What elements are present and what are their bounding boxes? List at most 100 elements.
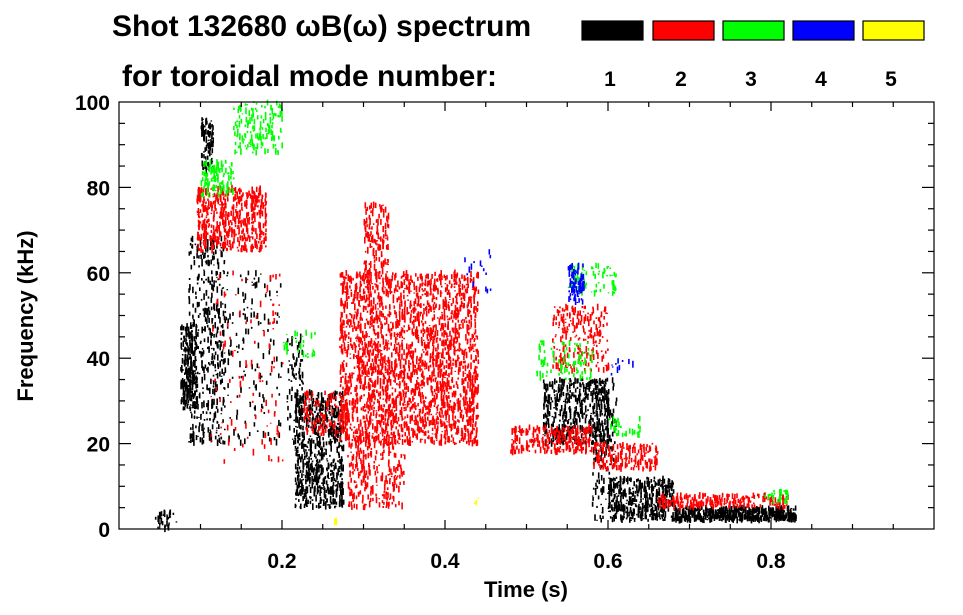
spectrum-point [311, 421, 313, 424]
spectrum-point [193, 415, 196, 419]
spectrum-point [187, 376, 190, 382]
spectrum-point [615, 397, 618, 402]
spectrum-point [313, 475, 316, 482]
spectrum-point [633, 481, 635, 487]
spectrum-point [198, 301, 200, 307]
spectrum-point [583, 433, 586, 435]
spectrum-point [332, 481, 335, 486]
spectrum-point [632, 487, 634, 490]
spectrum-point [640, 498, 642, 500]
spectrum-point [652, 486, 654, 492]
spectrum-point [663, 478, 666, 484]
spectrum-point [316, 454, 319, 456]
spectrum-point [315, 468, 317, 471]
spectrum-point [295, 404, 297, 411]
spectrum-point [208, 418, 211, 420]
spectrum-point [426, 336, 429, 340]
spectrum-point [299, 333, 302, 341]
spectrum-point [599, 377, 601, 385]
spectrum-point [589, 422, 592, 426]
spectrum-point [420, 382, 423, 386]
spectrum-point [424, 430, 427, 436]
spectrum-point [766, 515, 769, 520]
spectrum-point [461, 319, 464, 321]
spectrum-point [318, 440, 320, 448]
spectrum-point [224, 428, 226, 431]
spectrum-point [298, 443, 301, 446]
spectrum-point [378, 420, 380, 424]
spectrum-point [224, 241, 227, 248]
spectrum-point [208, 131, 210, 135]
spectrum-point [594, 380, 597, 384]
spectrum-point [459, 348, 462, 351]
spectrum-point [275, 274, 277, 280]
spectrum-point [327, 465, 330, 470]
spectrum-point [475, 415, 478, 420]
spectrum-point [262, 394, 264, 399]
spectrum-point [349, 337, 352, 343]
spectrum-point [411, 427, 413, 431]
spectrum-point [208, 134, 211, 138]
spectrum-point [606, 439, 608, 445]
spectrum-point [719, 515, 721, 521]
spectrum-point [278, 373, 280, 379]
spectrum-point [606, 444, 608, 449]
spectrum-point [215, 229, 217, 232]
spectrum-point [217, 278, 219, 281]
spectrum-point [263, 330, 265, 337]
spectrum-point [236, 195, 239, 199]
spectrum-point [756, 512, 758, 514]
spectrum-point [191, 235, 194, 243]
spectrum-point [231, 222, 233, 226]
spectrum-point [648, 504, 651, 508]
spectrum-point [327, 504, 329, 506]
spectrum-point [200, 249, 203, 251]
spectrum-point [262, 231, 265, 236]
spectrum-point [577, 412, 580, 416]
spectrum-point [183, 335, 185, 339]
spectrum-point [205, 201, 207, 204]
spectrum-point [642, 503, 644, 510]
spectrum-point [301, 349, 304, 355]
spectrum-point [167, 524, 170, 531]
spectrum-point [294, 449, 296, 451]
spectrum-point [363, 394, 365, 397]
spectrum-point [334, 424, 336, 427]
spectrum-point [568, 397, 570, 403]
spectrum-point [561, 389, 563, 391]
spectrum-point [664, 511, 667, 518]
spectrum-point [655, 489, 658, 494]
spectrum-point [216, 221, 218, 228]
spectrum-point [575, 406, 577, 411]
spectrum-point [354, 296, 357, 299]
spectrum-point [317, 400, 320, 408]
spectrum-point [190, 264, 193, 267]
spectrum-point [230, 401, 232, 403]
spectrum-point [221, 212, 224, 220]
spectrum-point [321, 396, 323, 402]
spectrum-point [600, 403, 603, 410]
spectrum-point [633, 508, 635, 514]
spectrum-point [330, 462, 333, 468]
spectrum-point [296, 345, 299, 351]
spectrum-point [207, 130, 209, 132]
spectrum-point [205, 301, 208, 306]
spectrum-point [765, 516, 767, 522]
spectrum-point [589, 431, 592, 437]
spectrum-point [464, 386, 466, 393]
spectrum-point [434, 306, 436, 310]
spectrum-point [208, 218, 210, 222]
spectrum-point [336, 391, 338, 395]
spectrum-point [369, 349, 372, 353]
spectrum-point [332, 412, 334, 414]
spectrum-point [638, 488, 640, 492]
spectrum-point [203, 205, 206, 211]
spectrum-point [569, 416, 572, 420]
spectrum-point [435, 413, 438, 415]
spectrum-point [324, 503, 327, 510]
spectrum-point [640, 482, 643, 486]
spectrum-point [421, 438, 423, 440]
spectrum-point [342, 425, 345, 430]
spectrum-point [157, 519, 160, 521]
spectrum-point [169, 509, 172, 516]
